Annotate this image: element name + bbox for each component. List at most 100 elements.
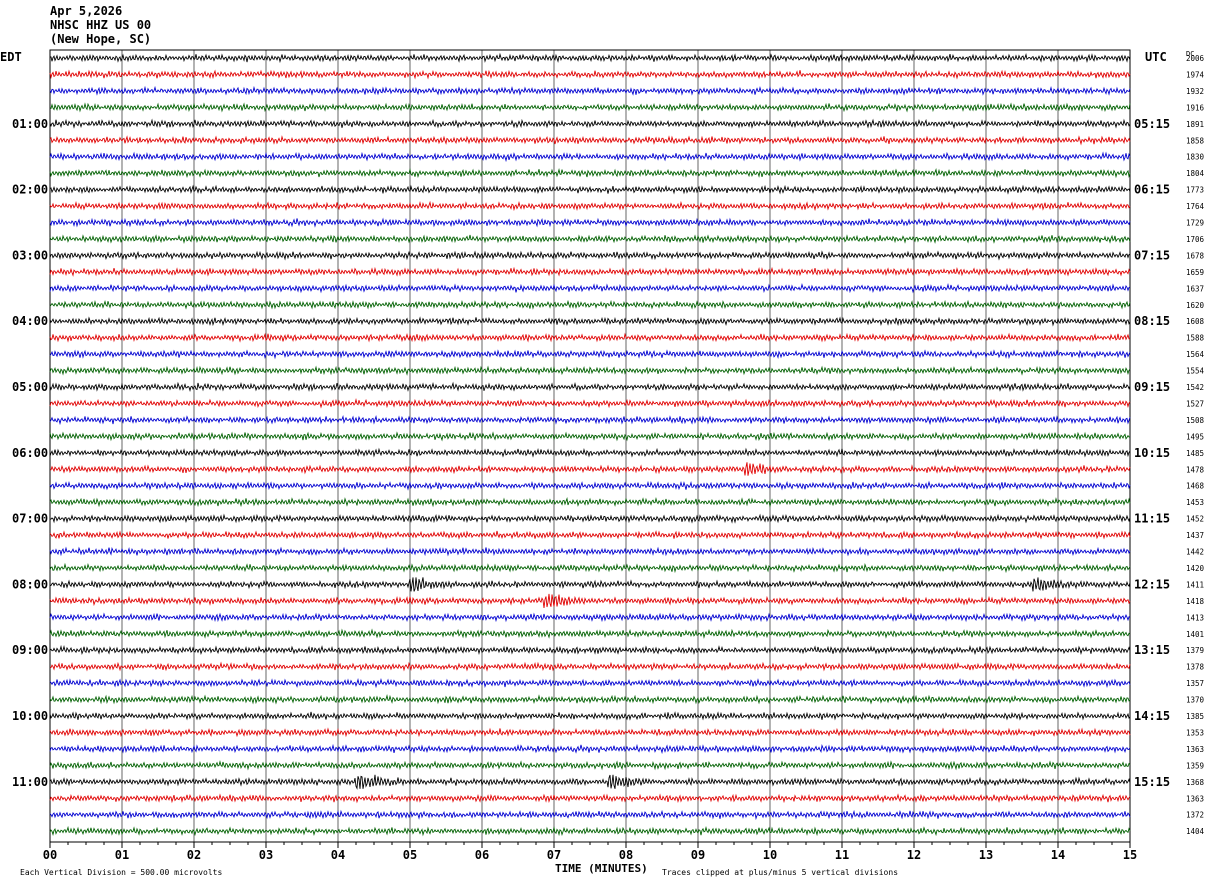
dc-offset-value: 1452 <box>1186 515 1204 524</box>
dc-offset-value: 1478 <box>1186 465 1205 474</box>
dc-offset-value: 1564 <box>1186 350 1205 359</box>
dc-offset-value: 1678 <box>1186 251 1205 260</box>
left-hour-label: 07:00 <box>12 512 48 526</box>
trace-row-38 <box>49 677 1131 689</box>
trace-row-11 <box>49 234 1131 244</box>
trace-row-42 <box>49 743 1131 755</box>
left-hour-label: 05:00 <box>12 380 48 394</box>
left-timezone-label: EDT <box>0 50 22 64</box>
right-hour-label: 05:15 <box>1134 117 1170 131</box>
x-tick-label: 04 <box>331 848 345 862</box>
dc-offset-value: 1363 <box>1186 745 1204 754</box>
dc-offset-header: DC <box>1186 50 1195 58</box>
trace-row-4 <box>49 118 1131 130</box>
trace-row-8 <box>49 184 1131 195</box>
location-label: (New Hope, SC) <box>50 32 152 46</box>
dc-offset-value: 2006 <box>1186 54 1205 63</box>
dc-offset-value: 1588 <box>1186 334 1205 343</box>
trace-row-44 <box>49 774 1131 790</box>
x-tick-label: 03 <box>259 848 273 862</box>
trace-row-26 <box>49 480 1131 491</box>
trace-row-7 <box>49 168 1131 179</box>
station-label: NHSC HHZ US 00 <box>50 18 152 32</box>
trace-row-16 <box>49 316 1131 327</box>
dc-offset-value: 1804 <box>1186 169 1205 178</box>
plot-frame <box>49 49 1131 843</box>
right-hour-label: 06:15 <box>1134 183 1170 197</box>
left-hour-label: 09:00 <box>12 643 48 657</box>
clip-note: Traces clipped at plus/minus 5 vertical … <box>662 868 899 877</box>
dc-offset-value: 1830 <box>1186 153 1205 162</box>
x-tick-label: 08 <box>619 848 633 862</box>
dc-offset-value: 1542 <box>1186 383 1204 392</box>
dc-offset-value: 1372 <box>1186 811 1204 820</box>
trace-row-20 <box>49 381 1131 392</box>
x-tick-label: 12 <box>907 848 921 862</box>
right-hour-label: 07:15 <box>1134 248 1170 262</box>
dc-offset-value: 1706 <box>1186 235 1205 244</box>
trace-row-1 <box>49 69 1131 80</box>
trace-row-10 <box>49 217 1131 228</box>
dc-offset-value: 1411 <box>1186 580 1204 589</box>
trace-row-6 <box>49 151 1131 163</box>
trace-row-37 <box>49 661 1131 672</box>
trace-row-40 <box>49 711 1131 721</box>
trace-row-13 <box>49 266 1131 277</box>
trace-row-18 <box>49 349 1131 360</box>
trace-row-45 <box>49 793 1131 804</box>
trace-row-29 <box>49 530 1131 540</box>
dc-offset-value: 1773 <box>1186 186 1204 195</box>
dc-offset-value: 1891 <box>1186 120 1204 129</box>
dc-offset-value: 1729 <box>1186 219 1204 228</box>
trace-row-27 <box>49 496 1131 508</box>
trace-row-43 <box>49 760 1131 771</box>
dc-offset-value: 1527 <box>1186 399 1204 408</box>
x-axis-title: TIME (MINUTES) <box>555 862 648 875</box>
trace-row-3 <box>49 102 1131 113</box>
date-label: Apr 5,2026 <box>50 4 123 18</box>
x-tick-label: 06 <box>475 848 489 862</box>
right-hour-label: 09:15 <box>1134 380 1170 394</box>
trace-row-46 <box>49 809 1131 821</box>
left-hour-label: 10:00 <box>12 709 48 723</box>
dc-offset-value: 1932 <box>1186 87 1204 96</box>
trace-row-33 <box>49 593 1131 608</box>
trace-row-2 <box>49 85 1131 96</box>
x-tick-label: 14 <box>1051 848 1065 862</box>
dc-offset-value: 1385 <box>1186 712 1204 721</box>
dc-offset-value: 1608 <box>1186 317 1205 326</box>
dc-offset-value: 1442 <box>1186 548 1204 557</box>
x-tick-label: 05 <box>403 848 417 862</box>
dc-offset-value: 1420 <box>1186 564 1205 573</box>
dc-offset-value: 1378 <box>1186 663 1205 672</box>
trace-row-21 <box>49 398 1131 409</box>
trace-row-36 <box>49 644 1131 656</box>
dc-offset-value: 1368 <box>1186 778 1205 787</box>
dc-offset-value: 1418 <box>1186 597 1205 606</box>
x-tick-label: 15 <box>1123 848 1137 862</box>
dc-offset-value: 1370 <box>1186 696 1205 705</box>
dc-offset-value: 1363 <box>1186 794 1204 803</box>
dc-offset-value: 1554 <box>1186 367 1205 376</box>
dc-offset-value: 1357 <box>1186 679 1204 688</box>
dc-offset-value: 1495 <box>1186 432 1204 441</box>
dc-offset-value: 1404 <box>1186 827 1205 836</box>
right-hour-label: 10:15 <box>1134 446 1170 460</box>
x-tick-label: 09 <box>691 848 705 862</box>
trace-row-35 <box>49 628 1131 639</box>
dc-offset-value: 1637 <box>1186 284 1204 293</box>
trace-row-41 <box>49 727 1131 738</box>
dc-offset-value: 1379 <box>1186 646 1204 655</box>
x-tick-label: 01 <box>115 848 129 862</box>
trace-row-22 <box>49 415 1131 426</box>
x-tick-label: 11 <box>835 848 849 862</box>
trace-row-34 <box>49 612 1131 623</box>
right-hour-label: 13:15 <box>1134 643 1170 657</box>
trace-row-39 <box>49 694 1131 705</box>
trace-row-30 <box>49 546 1131 557</box>
trace-row-15 <box>49 299 1131 310</box>
trace-row-12 <box>49 250 1131 261</box>
trace-row-14 <box>49 283 1131 294</box>
trace-row-5 <box>49 135 1131 146</box>
